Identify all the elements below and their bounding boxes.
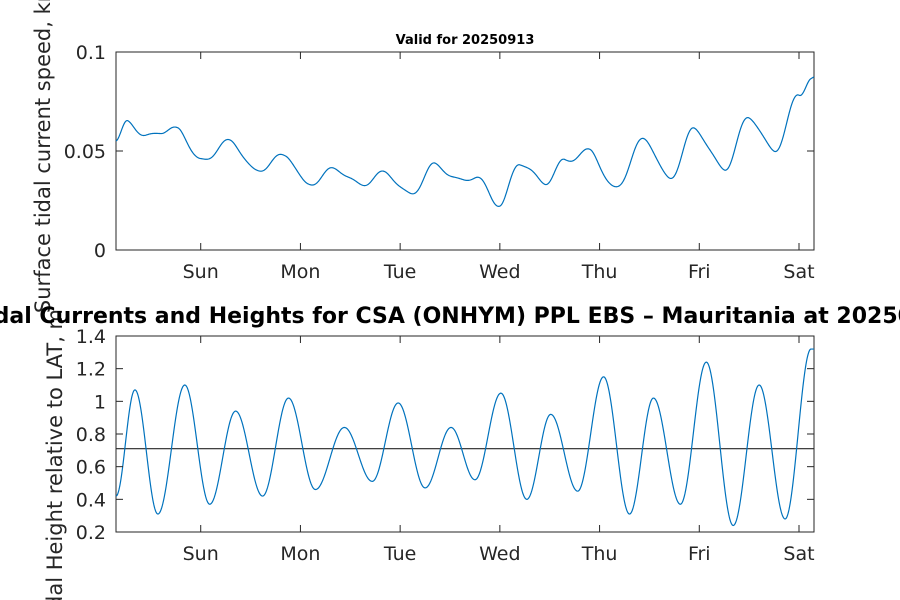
figure-title: Tidal Currents and Heights for CSA (ONHY… <box>0 304 900 329</box>
height-y-tick-label: 1.4 <box>76 326 106 348</box>
current-speed-line <box>115 76 815 207</box>
current-x-tick-label: Fri <box>688 261 711 283</box>
height-y-axis-label: Tidal Height relative to LAT, m <box>43 309 67 600</box>
height-x-tick-label: Tue <box>383 543 416 565</box>
current-y-tick-label: 0.05 <box>64 141 106 163</box>
current-x-tick-label: Wed <box>479 261 520 283</box>
height-x-tick-label: Fri <box>688 543 711 565</box>
current-panel-title: Valid for 20250913 <box>396 33 535 48</box>
height-y-tick-label: 0.4 <box>76 489 106 511</box>
height-x-tick-label: Mon <box>280 543 320 565</box>
current-speed-panel: Valid for 20250913 Sun Mon Tue Wed Thu Fri Sat… <box>31 0 815 313</box>
current-x-tick-label: Thu <box>581 261 618 283</box>
height-y-tick-label: 0.8 <box>76 424 106 446</box>
current-y-axis-label: Surface tidal current speed, kn <box>31 0 55 313</box>
current-x-tick-label: Sat <box>783 261 814 283</box>
height-y-tick-label: 1 <box>94 391 106 413</box>
height-x-tick-label: Sun <box>183 543 219 565</box>
height-x-tick-label: Wed <box>479 543 520 565</box>
current-x-tick-label: Mon <box>280 261 320 283</box>
height-y-tick-label: 1.2 <box>76 359 106 381</box>
current-x-tick-label: Sun <box>183 261 219 283</box>
height-y-ticks: 0.2 0.4 0.6 0.8 1 1.2 1.4 <box>76 326 814 544</box>
current-y-ticks: 0 0.05 0.1 <box>64 42 814 262</box>
height-x-tick-label: Sat <box>783 543 814 565</box>
height-x-tick-label: Thu <box>581 543 618 565</box>
height-y-tick-label: 0.6 <box>76 457 106 479</box>
height-x-ticks: Sun Mon Tue Wed Thu Fri Sat <box>183 336 815 565</box>
tidal-height-panel: Sun Mon Tue Wed Thu Fri Sat 0.2 0.4 0.6 0.8 1 1.2 1.… <box>43 309 815 600</box>
tidal-height-line <box>115 348 814 527</box>
current-y-tick-label: 0.1 <box>76 42 106 64</box>
current-y-tick-label: 0 <box>94 240 106 262</box>
height-y-tick-label: 0.2 <box>76 522 106 544</box>
current-x-tick-label: Tue <box>383 261 416 283</box>
current-x-ticks: Sun Mon Tue Wed Thu Fri Sat <box>183 52 815 283</box>
